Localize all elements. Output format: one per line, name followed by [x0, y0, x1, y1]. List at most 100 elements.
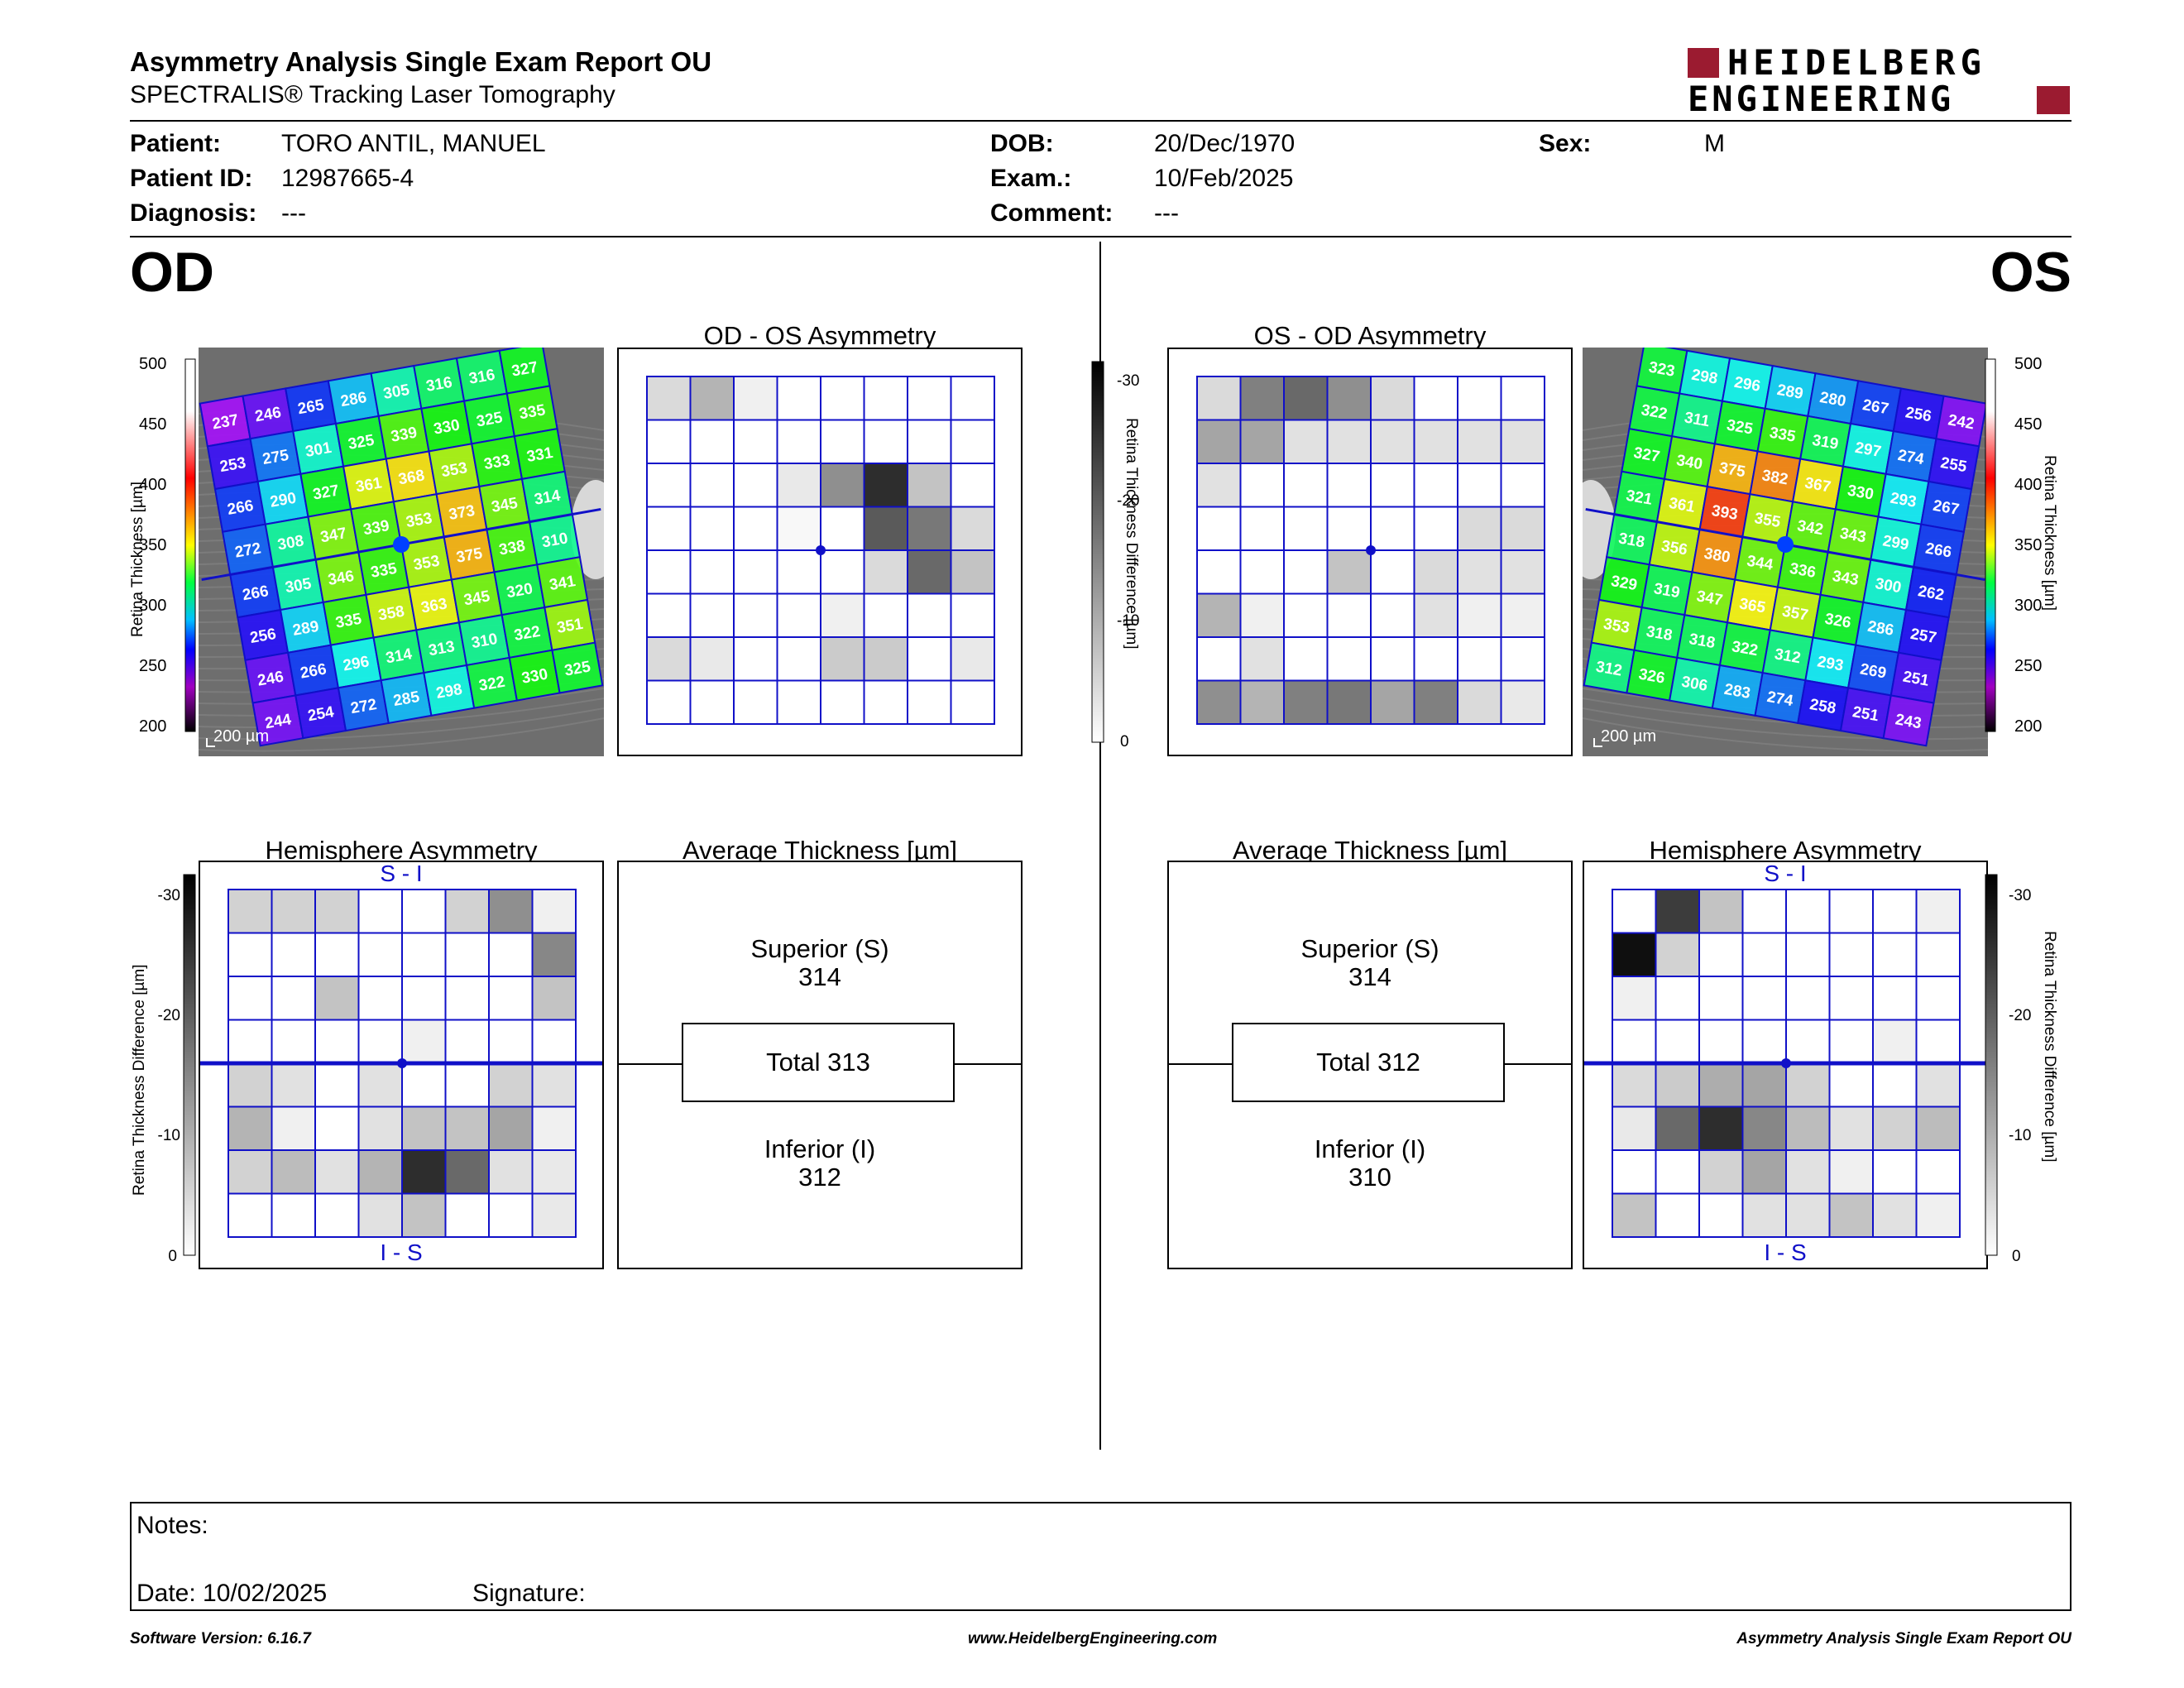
exam-label: Exam.:: [990, 165, 1072, 192]
grid-cell: [733, 636, 778, 682]
os-thickness-axis-label: Retina Thickness [µm]: [2041, 455, 2058, 611]
grid-cell: [1655, 1019, 1700, 1064]
os-od-asym-title: OS - OD Asymmetry: [1253, 321, 1487, 350]
center-diff-axis-label: Retina Thickness Difference [µm]: [1123, 418, 1140, 650]
grid-cell: [271, 1149, 316, 1195]
grid-cell: [1655, 932, 1700, 977]
grid-cell: [1698, 1105, 1744, 1151]
grid-cell: [1785, 1192, 1831, 1238]
vessel: [199, 707, 604, 741]
grid-cell: [531, 1105, 577, 1151]
grid-cell: [357, 889, 403, 934]
grid-cell: [733, 506, 778, 551]
grid-cell: [1872, 889, 1918, 934]
grid-cell: [444, 1105, 490, 1151]
grid-cell: [271, 1192, 316, 1238]
grid-cell: [1326, 419, 1372, 464]
grid-cell: [820, 463, 865, 508]
grid-cell: [1196, 506, 1242, 551]
od-avg-superior-value: 314: [798, 962, 841, 991]
grid-cell: [1915, 1149, 1961, 1195]
grid-cell: [488, 1019, 534, 1064]
os-hemi-title: Hemisphere Asymmetry: [1649, 836, 1922, 865]
grid-cell: [1500, 636, 1545, 682]
grid-cell: [1196, 636, 1242, 682]
grid-cell: [1239, 592, 1285, 638]
notes-label: Notes:: [136, 1512, 208, 1539]
od-avg-inferior-label: Inferior (I): [764, 1134, 876, 1163]
os-avg-inferior-value: 310: [1348, 1163, 1391, 1192]
grid-cell: [1655, 889, 1700, 934]
grid-cell: [1655, 1149, 1700, 1195]
os-heading: OS: [1990, 241, 2071, 304]
grid-cell: [950, 419, 995, 464]
os-avg-superior-value: 314: [1348, 962, 1391, 991]
grid-cell: [401, 976, 447, 1021]
grid-cell: [1741, 976, 1787, 1021]
grid-cell: [1326, 679, 1372, 725]
os-avg-title: Average Thickness [µm]: [1232, 836, 1508, 865]
grid-cell: [1283, 636, 1329, 682]
os-od-asym-panel: [1167, 348, 1573, 756]
grid-cell: [820, 506, 865, 551]
grid-cell: [314, 889, 360, 934]
grid-cell: [357, 932, 403, 977]
od-os-asym-title: OD - OS Asymmetry: [703, 321, 936, 350]
grid-cell: [950, 376, 995, 421]
grid-cell: [733, 419, 778, 464]
grid-cell: [1500, 419, 1545, 464]
grid-cell: [863, 463, 908, 508]
grid-cell: [488, 1192, 534, 1238]
grid-cell: [357, 1019, 403, 1064]
grid-cell: [1612, 1105, 1657, 1151]
grid-cell: [401, 1062, 447, 1108]
grid-cell: [1698, 976, 1744, 1021]
grid-cell: [531, 932, 577, 977]
patient-name: TORO ANTIL, MANUEL: [281, 130, 546, 157]
report-subtitle: SPECTRALIS® Tracking Laser Tomography: [130, 81, 615, 108]
grid-cell: [689, 636, 735, 682]
grid-cell: [646, 419, 692, 464]
grid-cell: [1655, 1192, 1700, 1238]
grid-cell: [401, 1019, 447, 1064]
grid-cell: [531, 1149, 577, 1195]
os-od-asym-grid: [1196, 376, 1545, 725]
grid-cell: [444, 1019, 490, 1064]
os-hemi-axis-label: Retina Thickness Difference [µm]: [2041, 931, 2058, 1163]
grid-cell: [907, 376, 952, 421]
grid-cell: [776, 679, 821, 725]
grid-cell: [488, 932, 534, 977]
grid-cell: [1370, 506, 1415, 551]
grid-cell: [228, 1062, 273, 1108]
grid-cell: [950, 549, 995, 595]
grid-cell: [1283, 506, 1329, 551]
od-os-asym-panel: [617, 348, 1023, 756]
grid-cell: [1457, 636, 1502, 682]
vessel: [1583, 698, 1988, 729]
grid-cell: [1326, 376, 1372, 421]
grid-cell: [1500, 376, 1545, 421]
grid-cell: [907, 506, 952, 551]
footer-report-title: Asymmetry Analysis Single Exam Report OU: [1736, 1630, 2071, 1647]
grid-cell: [907, 679, 952, 725]
notes-box[interactable]: Notes: Date: 10/02/2025 Signature:: [130, 1502, 2071, 1611]
grid-cell: [1828, 1192, 1874, 1238]
grid-cell: [1370, 679, 1415, 725]
comment-value: ---: [1154, 199, 1179, 227]
grid-cell: [689, 419, 735, 464]
grid-cell: [314, 932, 360, 977]
grid-cell: [1500, 506, 1545, 551]
grid-cell: [1283, 376, 1329, 421]
grid-cell: [689, 506, 735, 551]
website-link[interactable]: www.HeidelbergEngineering.com: [968, 1630, 1218, 1647]
comment-label: Comment:: [990, 199, 1114, 227]
os-hemi-colorbar: [1985, 874, 1998, 1256]
grid-cell: [689, 549, 735, 595]
grid-cell: [314, 976, 360, 1021]
grid-cell: [689, 592, 735, 638]
od-hemi-title: Hemisphere Asymmetry: [265, 836, 538, 865]
grid-cell: [357, 1062, 403, 1108]
os-fundus-image: 323 298 296 289 280 267 256 242 322 311 325 335 319 2…: [1583, 348, 1988, 756]
grid-cell: [1698, 932, 1744, 977]
grid-cell: [907, 636, 952, 682]
